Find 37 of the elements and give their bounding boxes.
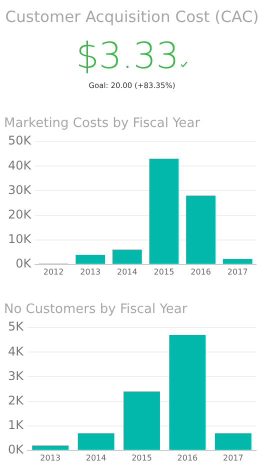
y-tick-label: 1K — [8, 418, 25, 432]
text: Customer Acquisition Cost (CAC) — [4, 8, 260, 26]
bar — [32, 445, 69, 450]
x-tick-label: 2016 — [190, 267, 211, 276]
bar — [76, 254, 106, 264]
y-tick-label: 20K — [8, 207, 32, 222]
bar — [186, 196, 216, 264]
y-tick-label: 2K — [8, 393, 25, 408]
bar — [149, 158, 179, 264]
y-tick-label: 3K — [8, 368, 25, 383]
y-tick-label: 30K — [8, 182, 32, 197]
x-tick-label: 2012 — [43, 267, 64, 276]
y-tick-label: 50K — [8, 134, 32, 148]
bar — [214, 433, 252, 450]
x-tick-label: 2017 — [222, 453, 244, 462]
y-tick-label: 4K — [8, 344, 25, 358]
chart-title: No Customers by Fiscal Year — [4, 302, 188, 318]
x-tick-label: 2015 — [132, 453, 152, 462]
bar — [169, 334, 206, 450]
bar — [78, 433, 114, 450]
x-tick-label: 2017 — [227, 267, 248, 276]
y-tick-label: 0K — [16, 256, 32, 271]
y-tick-label: 40K — [8, 158, 32, 172]
text: $3.33 — [76, 36, 180, 78]
x-tick-label: 2013 — [40, 453, 61, 462]
bar — [222, 258, 252, 264]
x-tick-label: 2015 — [154, 267, 174, 276]
y-tick-label: 5K — [8, 320, 25, 334]
x-tick-label: 2014 — [86, 453, 106, 462]
y-tick-label: 0K — [8, 442, 25, 457]
y-tick-label: 10K — [8, 232, 32, 246]
x-tick-label: 2013 — [80, 267, 101, 276]
bar — [124, 391, 160, 450]
x-tick-label: 2014 — [116, 267, 138, 276]
bar — [112, 250, 142, 264]
x-tick-label: 2016 — [177, 453, 198, 462]
chart-title: Marketing Costs by Fiscal Year — [4, 116, 201, 132]
